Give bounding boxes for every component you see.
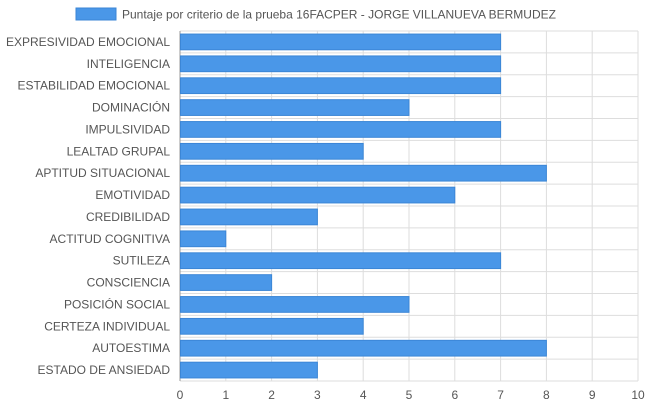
category-label: AUTOESTIMA bbox=[92, 341, 170, 355]
bar[interactable] bbox=[180, 296, 410, 313]
x-tick-label: 8 bbox=[543, 388, 550, 402]
bar[interactable] bbox=[180, 186, 456, 204]
category-label: EMOTIVIDAD bbox=[95, 188, 170, 202]
bar[interactable] bbox=[180, 142, 364, 160]
category-label: SUTILEZA bbox=[113, 254, 170, 268]
category-label: APTITUD SITUACIONAL bbox=[35, 166, 170, 180]
x-tick-label: 6 bbox=[451, 388, 458, 402]
category-label: ESTADO DE ANSIEDAD bbox=[38, 363, 171, 377]
bar[interactable] bbox=[180, 274, 273, 291]
bar[interactable] bbox=[180, 361, 318, 379]
bar[interactable] bbox=[180, 55, 502, 73]
category-label: POSICIÓN SOCIAL bbox=[64, 296, 170, 311]
category-label: ACTITUD COGNITIVA bbox=[50, 232, 170, 246]
category-label: ESTABILIDAD EMOCIONAL bbox=[18, 79, 171, 93]
x-tick-label: 0 bbox=[177, 388, 184, 402]
category-label: EXPRESIVIDAD EMOCIONAL bbox=[6, 35, 170, 49]
category-label: CERTEZA INDIVIDUAL bbox=[44, 319, 170, 333]
bar[interactable] bbox=[180, 77, 502, 95]
bar[interactable] bbox=[180, 208, 318, 226]
bars bbox=[180, 33, 547, 379]
bar[interactable] bbox=[180, 121, 502, 138]
bar[interactable] bbox=[180, 99, 410, 116]
category-label: IMPULSIVIDAD bbox=[85, 122, 170, 136]
x-tick-label: 9 bbox=[589, 388, 596, 402]
legend-label[interactable]: Puntaje por criterio de la prueba 16FACP… bbox=[122, 8, 556, 22]
category-label: INTELIGENCIA bbox=[87, 57, 170, 71]
grid-lines bbox=[179, 30, 639, 382]
bar[interactable] bbox=[180, 339, 547, 357]
bar[interactable] bbox=[180, 164, 547, 182]
x-tick-label: 2 bbox=[268, 388, 275, 402]
category-labels: EXPRESIVIDAD EMOCIONAL INTELIGENCIA ESTABI… bbox=[6, 35, 170, 377]
bar[interactable] bbox=[180, 230, 227, 248]
x-tick-label: 3 bbox=[314, 388, 321, 402]
x-tick-label: 1 bbox=[222, 388, 229, 402]
category-label: LEALTAD GRUPAL bbox=[67, 144, 171, 158]
x-tick-label: 5 bbox=[406, 388, 413, 402]
legend[interactable]: Puntaje por criterio de la prueba 16FACP… bbox=[75, 7, 556, 22]
category-label: CREDIBILIDAD bbox=[86, 210, 170, 224]
legend-swatch[interactable] bbox=[75, 7, 117, 21]
category-label: DOMINACIÓN bbox=[92, 100, 170, 115]
bar[interactable] bbox=[180, 252, 502, 270]
x-tick-labels: 0 1 2 3 4 5 6 7 8 9 10 bbox=[177, 388, 645, 402]
bar[interactable] bbox=[180, 33, 502, 51]
bar[interactable] bbox=[180, 317, 364, 335]
x-tick-label: 10 bbox=[631, 388, 645, 402]
x-tick-label: 7 bbox=[497, 388, 504, 402]
x-tick-label: 4 bbox=[360, 388, 367, 402]
category-label: CONSCIENCIA bbox=[87, 276, 170, 290]
